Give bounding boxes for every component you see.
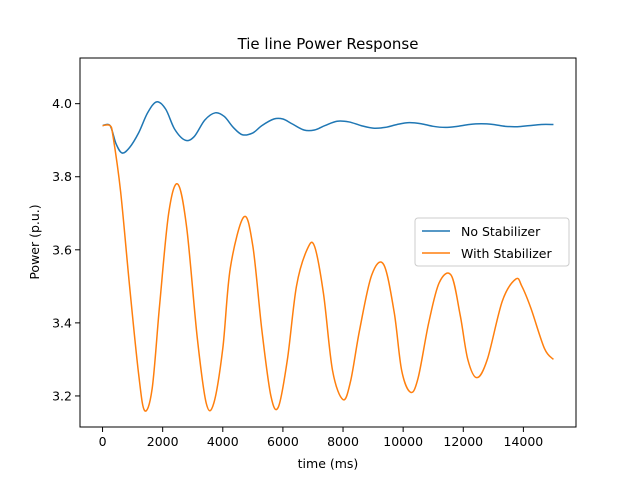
y-tick-label: 3.4	[52, 315, 72, 330]
y-axis-label: Power (p.u.)	[27, 204, 42, 279]
x-tick-label: 2000	[147, 434, 179, 449]
x-tick-label: 0	[99, 434, 107, 449]
y-tick-label: 3.2	[52, 388, 72, 403]
x-axis-label: time (ms)	[298, 456, 359, 471]
series-line-no-stabilizer	[102, 101, 554, 154]
y-tick-label: 3.8	[52, 169, 72, 184]
x-tick-label: 14000	[504, 434, 544, 449]
legend-label-with-stabilizer: With Stabilizer	[461, 246, 552, 261]
series-layer	[102, 101, 555, 412]
axis-layer: 0 2000 4000 6000 8000 10000 12000 14000 3.2 3.4 3.…	[52, 96, 543, 449]
series-line-with-stabilizer	[102, 124, 555, 412]
y-tick-label: 3.6	[52, 242, 72, 257]
chart-title: Tie line Power Response	[237, 35, 419, 53]
legend-label-no-stabilizer: No Stabilizer	[461, 224, 541, 239]
legend-box	[414, 217, 570, 267]
x-tick-label: 10000	[383, 434, 423, 449]
x-tick-label: 4000	[207, 434, 239, 449]
x-tick-label: 8000	[327, 434, 359, 449]
x-tick-label: 6000	[267, 434, 299, 449]
y-tick-label: 4.0	[52, 96, 72, 111]
legend: No Stabilizer With Stabilizer	[414, 217, 570, 267]
x-tick-label: 12000	[443, 434, 483, 449]
